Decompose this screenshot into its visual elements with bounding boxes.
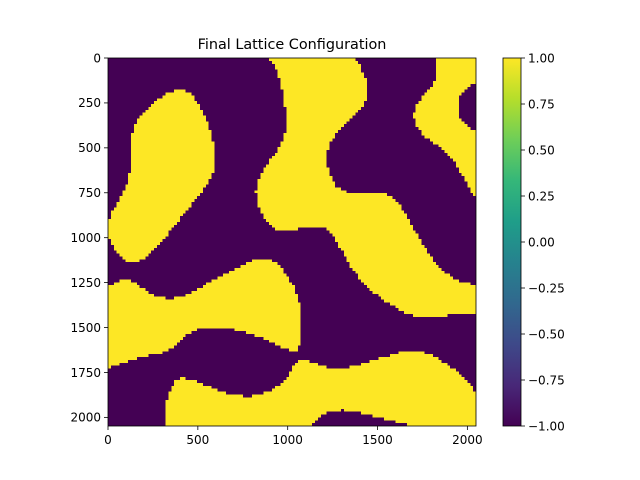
x-tick-label: 500 bbox=[186, 433, 209, 447]
y-tick-label: 1750 bbox=[70, 366, 101, 380]
colorbar-tick-label: −0.50 bbox=[528, 327, 565, 341]
colorbar-tick-label: 0.50 bbox=[528, 143, 555, 157]
colorbar-tick-label: −0.25 bbox=[528, 281, 565, 295]
chart-title: Final Lattice Configuration bbox=[198, 37, 387, 53]
colorbar-tick-label: 1.00 bbox=[528, 51, 555, 65]
colorbar: 1.00 0.75 0.50 0.25 0.00 −0.25 −0.50 −0.75 −1.00 bbox=[502, 51, 565, 433]
y-tick-label: 0 bbox=[93, 51, 101, 65]
plot-frame bbox=[107, 57, 477, 427]
colorbar-tick-label: −0.75 bbox=[528, 373, 565, 387]
y-tick-label: 1000 bbox=[70, 231, 101, 245]
y-tick-label: 250 bbox=[78, 96, 101, 110]
x-tick-label: 1000 bbox=[272, 433, 303, 447]
colorbar-gradient bbox=[503, 58, 521, 426]
colorbar-axis: 1.00 0.75 0.50 0.25 0.00 −0.25 −0.50 −0.75 −1.00 bbox=[521, 51, 565, 433]
y-tick-label: 1250 bbox=[70, 276, 101, 290]
colorbar-tick-label: 0.25 bbox=[528, 189, 555, 203]
y-tick-label: 1500 bbox=[70, 321, 101, 335]
y-tick-label: 500 bbox=[78, 141, 101, 155]
colorbar-tick-label: 0.00 bbox=[528, 235, 555, 249]
plot-area bbox=[107, 57, 477, 427]
x-tick-label: 0 bbox=[104, 433, 112, 447]
x-axis: 0 500 1000 1500 2000 bbox=[104, 426, 483, 447]
lattice-heatmap bbox=[108, 58, 476, 426]
y-axis: 0 250 500 750 1000 1250 1500 1750 2000 bbox=[70, 51, 108, 425]
x-tick-label: 1500 bbox=[362, 433, 393, 447]
x-tick-label: 2000 bbox=[452, 433, 483, 447]
colorbar-tick-label: −1.00 bbox=[528, 419, 565, 433]
colorbar-tick-label: 0.75 bbox=[528, 97, 555, 111]
y-tick-label: 2000 bbox=[70, 411, 101, 425]
y-tick-label: 750 bbox=[78, 186, 101, 200]
spin-up-domains bbox=[108, 58, 476, 426]
